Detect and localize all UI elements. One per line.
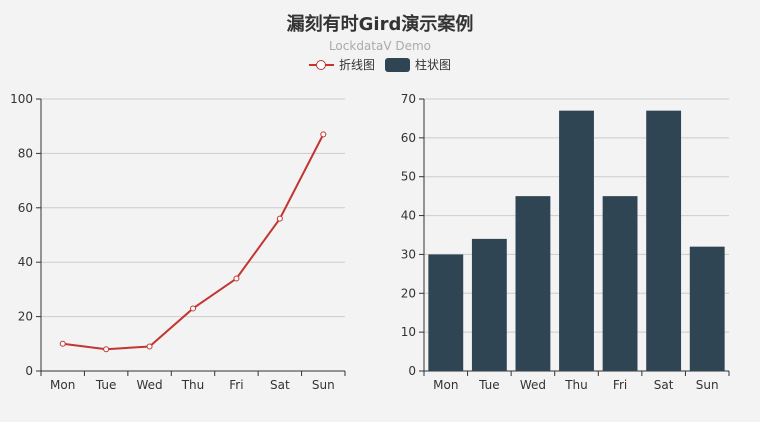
line-point [320,131,327,138]
bar-chart-x-tick-label: Sun [696,378,719,392]
chart-title: 漏刻有时Gird演示案例 [286,14,474,35]
bar [559,110,594,372]
line-chart-y-tick-label: 0 [25,364,33,378]
line-point [103,346,110,353]
line-chart-x-tick-label: Tue [95,378,117,392]
legend-item-bar[interactable]: 柱状图 [385,56,451,73]
line-point [146,343,153,350]
bar-chart-y-tick-label: 20 [401,286,416,300]
bar [602,196,638,371]
line-chart-y-tick-label: 100 [10,92,33,106]
bar-chart-x-tick-label: Tue [478,378,500,392]
line-point [233,275,240,282]
legend-item-line[interactable]: 折线图 [308,56,375,73]
line-chart-y-tick-label: 60 [18,201,33,215]
line-point [59,340,66,347]
bar-chart-x-tick-label: Mon [433,378,458,392]
bar-chart-y-tick-label: 70 [401,92,416,106]
line-chart-x-tick-label: Wed [136,378,162,392]
bar-chart-y-tick-label: 10 [401,325,416,339]
line-chart-y-tick-label: 20 [18,310,33,324]
bar [689,246,725,371]
bar-chart-x-tick-label: Wed [520,378,546,392]
bar-chart-x-tick-label: Sat [654,378,674,392]
line-chart-y-tick-label: 40 [18,255,33,269]
line-chart-y-tick-label: 80 [18,146,33,160]
line-chart-x-tick-label: Thu [181,378,205,392]
line-point [276,215,283,222]
bar [471,238,507,371]
line-point [190,305,196,312]
bar-chart-y-tick-label: 50 [401,170,416,184]
bar-chart-x-tick-label: Fri [613,378,627,392]
legend-label-bar: 柱状图 [415,58,452,72]
line-marker-icon [308,58,334,72]
line-chart-x-tick-label: Sat [270,378,290,392]
bar-rect-icon [385,57,410,72]
bar [428,254,464,371]
bar-chart-y-tick-label: 60 [401,131,416,145]
bar-chart-y-tick-label: 0 [408,364,416,378]
bar [646,110,682,372]
bar-chart-y-tick-label: 40 [401,209,416,223]
legend: 折线图 柱状图 [0,56,760,73]
line-chart-x-tick-label: Sun [312,378,335,392]
line-chart-x-tick-label: Fri [229,378,243,392]
chart-subtitle: LockdataV Demo [328,39,432,53]
legend-label-line: 折线图 [338,58,375,72]
bar-chart-x-tick-label: Thu [564,378,588,392]
bar [515,196,551,371]
line-chart-x-tick-label: Mon [50,378,75,392]
bar-chart-y-tick-label: 30 [401,247,416,261]
